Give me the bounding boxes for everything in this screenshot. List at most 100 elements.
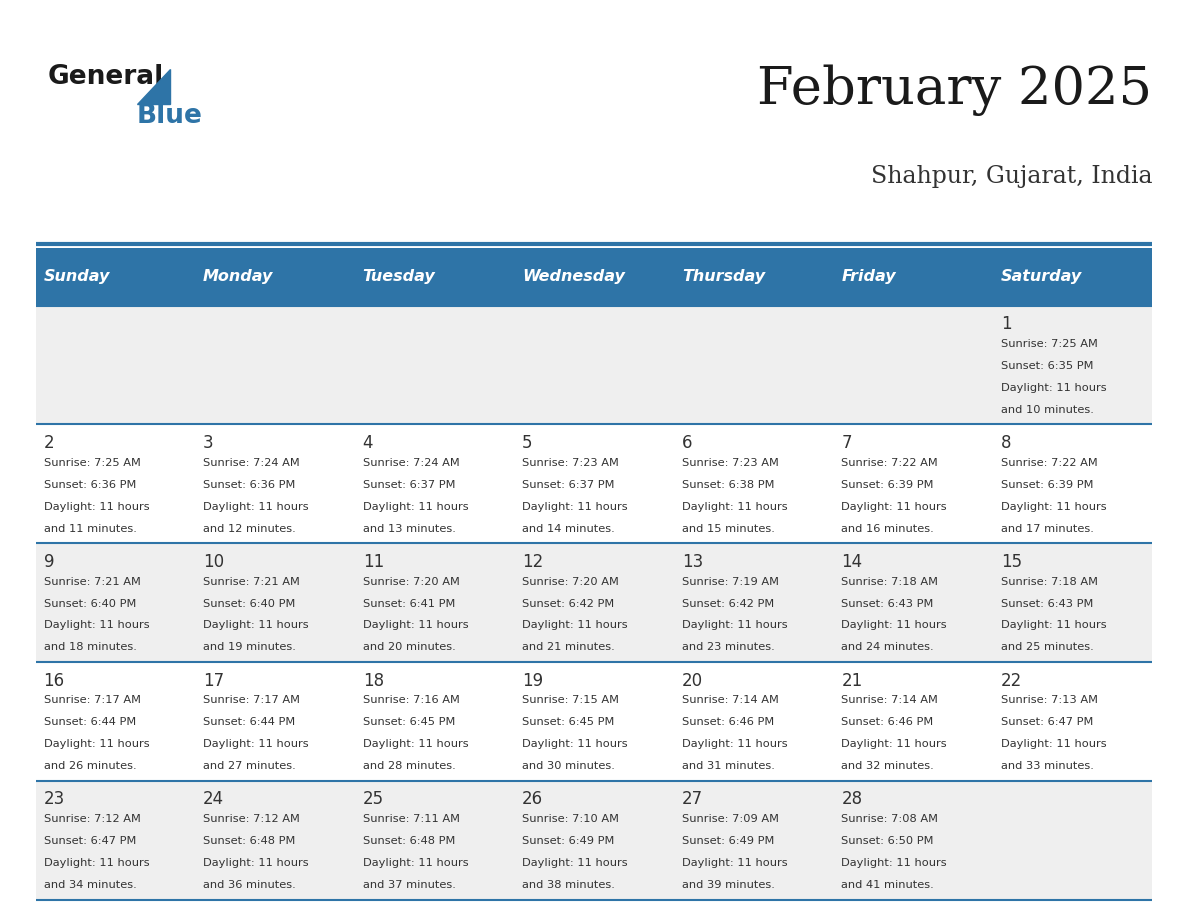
Text: 4: 4	[362, 434, 373, 452]
Text: Sunset: 6:36 PM: Sunset: 6:36 PM	[203, 480, 296, 489]
Text: Sunrise: 7:13 AM: Sunrise: 7:13 AM	[1000, 695, 1098, 705]
Text: Sunset: 6:36 PM: Sunset: 6:36 PM	[44, 480, 135, 489]
Text: and 34 minutes.: and 34 minutes.	[44, 880, 137, 890]
Text: 12: 12	[523, 553, 543, 571]
Text: 27: 27	[682, 790, 703, 809]
Text: General: General	[48, 64, 164, 90]
Text: and 10 minutes.: and 10 minutes.	[1000, 405, 1094, 415]
Text: Daylight: 11 hours: Daylight: 11 hours	[682, 739, 788, 749]
Text: 6: 6	[682, 434, 693, 452]
Text: 9: 9	[44, 553, 55, 571]
Text: Sunset: 6:43 PM: Sunset: 6:43 PM	[841, 599, 934, 609]
Text: and 13 minutes.: and 13 minutes.	[362, 523, 455, 533]
Text: Sunrise: 7:17 AM: Sunrise: 7:17 AM	[203, 695, 301, 705]
Text: Sunset: 6:49 PM: Sunset: 6:49 PM	[682, 836, 775, 846]
Text: and 20 minutes.: and 20 minutes.	[362, 643, 455, 653]
Text: 21: 21	[841, 672, 862, 689]
Text: 13: 13	[682, 553, 703, 571]
Text: Sunrise: 7:17 AM: Sunrise: 7:17 AM	[44, 695, 140, 705]
Text: and 21 minutes.: and 21 minutes.	[523, 643, 615, 653]
Text: Sunset: 6:46 PM: Sunset: 6:46 PM	[841, 717, 934, 727]
Text: and 19 minutes.: and 19 minutes.	[203, 643, 296, 653]
Text: and 17 minutes.: and 17 minutes.	[1000, 523, 1094, 533]
Text: Thursday: Thursday	[682, 269, 765, 285]
Text: Sunrise: 7:24 AM: Sunrise: 7:24 AM	[362, 458, 460, 468]
Text: Sunset: 6:48 PM: Sunset: 6:48 PM	[203, 836, 296, 846]
Text: and 28 minutes.: and 28 minutes.	[362, 761, 455, 771]
Text: Daylight: 11 hours: Daylight: 11 hours	[1000, 739, 1106, 749]
Text: Daylight: 11 hours: Daylight: 11 hours	[682, 858, 788, 868]
Text: and 25 minutes.: and 25 minutes.	[1000, 643, 1094, 653]
FancyBboxPatch shape	[36, 543, 1152, 662]
Text: Sunrise: 7:25 AM: Sunrise: 7:25 AM	[1000, 339, 1098, 349]
Text: and 16 minutes.: and 16 minutes.	[841, 523, 934, 533]
Text: Daylight: 11 hours: Daylight: 11 hours	[682, 621, 788, 631]
Text: Daylight: 11 hours: Daylight: 11 hours	[1000, 621, 1106, 631]
Text: Shahpur, Gujarat, India: Shahpur, Gujarat, India	[871, 165, 1152, 188]
Text: 11: 11	[362, 553, 384, 571]
FancyBboxPatch shape	[195, 248, 355, 306]
Text: and 38 minutes.: and 38 minutes.	[523, 880, 615, 890]
Text: Sunrise: 7:11 AM: Sunrise: 7:11 AM	[362, 814, 460, 824]
Text: Sunset: 6:50 PM: Sunset: 6:50 PM	[841, 836, 934, 846]
Text: and 32 minutes.: and 32 minutes.	[841, 761, 934, 771]
Text: Sunrise: 7:12 AM: Sunrise: 7:12 AM	[44, 814, 140, 824]
Text: Sunset: 6:37 PM: Sunset: 6:37 PM	[362, 480, 455, 489]
Text: Tuesday: Tuesday	[362, 269, 436, 285]
Text: Sunset: 6:45 PM: Sunset: 6:45 PM	[523, 717, 614, 727]
Text: 10: 10	[203, 553, 225, 571]
Text: 3: 3	[203, 434, 214, 452]
Text: Sunset: 6:41 PM: Sunset: 6:41 PM	[362, 599, 455, 609]
Text: Daylight: 11 hours: Daylight: 11 hours	[362, 502, 468, 511]
Text: and 14 minutes.: and 14 minutes.	[523, 523, 615, 533]
Text: and 39 minutes.: and 39 minutes.	[682, 880, 775, 890]
Text: and 27 minutes.: and 27 minutes.	[203, 761, 296, 771]
Text: Sunset: 6:48 PM: Sunset: 6:48 PM	[362, 836, 455, 846]
Text: Daylight: 11 hours: Daylight: 11 hours	[44, 739, 150, 749]
Text: Sunrise: 7:18 AM: Sunrise: 7:18 AM	[1000, 577, 1098, 587]
Text: 26: 26	[523, 790, 543, 809]
Text: 15: 15	[1000, 553, 1022, 571]
FancyBboxPatch shape	[833, 248, 993, 306]
Text: Monday: Monday	[203, 269, 273, 285]
FancyBboxPatch shape	[36, 424, 1152, 543]
Text: Daylight: 11 hours: Daylight: 11 hours	[362, 621, 468, 631]
Text: Sunset: 6:47 PM: Sunset: 6:47 PM	[44, 836, 135, 846]
Polygon shape	[137, 69, 170, 104]
Text: 23: 23	[44, 790, 65, 809]
Text: Sunrise: 7:20 AM: Sunrise: 7:20 AM	[523, 577, 619, 587]
FancyBboxPatch shape	[36, 306, 1152, 424]
FancyBboxPatch shape	[36, 662, 1152, 781]
Text: Daylight: 11 hours: Daylight: 11 hours	[362, 858, 468, 868]
Text: Sunrise: 7:15 AM: Sunrise: 7:15 AM	[523, 695, 619, 705]
FancyBboxPatch shape	[514, 248, 674, 306]
Text: 7: 7	[841, 434, 852, 452]
Text: Sunrise: 7:14 AM: Sunrise: 7:14 AM	[682, 695, 778, 705]
Text: Sunrise: 7:09 AM: Sunrise: 7:09 AM	[682, 814, 779, 824]
Text: 20: 20	[682, 672, 703, 689]
FancyBboxPatch shape	[355, 248, 514, 306]
Text: Sunrise: 7:25 AM: Sunrise: 7:25 AM	[44, 458, 140, 468]
Text: Sunrise: 7:21 AM: Sunrise: 7:21 AM	[203, 577, 301, 587]
Text: Daylight: 11 hours: Daylight: 11 hours	[203, 621, 309, 631]
Text: Sunrise: 7:21 AM: Sunrise: 7:21 AM	[44, 577, 140, 587]
Text: 2: 2	[44, 434, 55, 452]
Text: February 2025: February 2025	[757, 64, 1152, 116]
Text: Sunset: 6:45 PM: Sunset: 6:45 PM	[362, 717, 455, 727]
Text: and 18 minutes.: and 18 minutes.	[44, 643, 137, 653]
FancyBboxPatch shape	[993, 248, 1152, 306]
FancyBboxPatch shape	[36, 248, 195, 306]
Text: Daylight: 11 hours: Daylight: 11 hours	[523, 858, 627, 868]
Text: Daylight: 11 hours: Daylight: 11 hours	[523, 739, 627, 749]
Text: Daylight: 11 hours: Daylight: 11 hours	[841, 858, 947, 868]
Text: Sunset: 6:44 PM: Sunset: 6:44 PM	[203, 717, 296, 727]
Text: and 24 minutes.: and 24 minutes.	[841, 643, 934, 653]
Text: Daylight: 11 hours: Daylight: 11 hours	[44, 502, 150, 511]
Text: Daylight: 11 hours: Daylight: 11 hours	[841, 739, 947, 749]
Text: and 33 minutes.: and 33 minutes.	[1000, 761, 1094, 771]
Text: Sunset: 6:43 PM: Sunset: 6:43 PM	[1000, 599, 1093, 609]
Text: Sunrise: 7:12 AM: Sunrise: 7:12 AM	[203, 814, 301, 824]
Text: Daylight: 11 hours: Daylight: 11 hours	[841, 621, 947, 631]
Text: 1: 1	[1000, 315, 1011, 333]
Text: Sunset: 6:46 PM: Sunset: 6:46 PM	[682, 717, 775, 727]
